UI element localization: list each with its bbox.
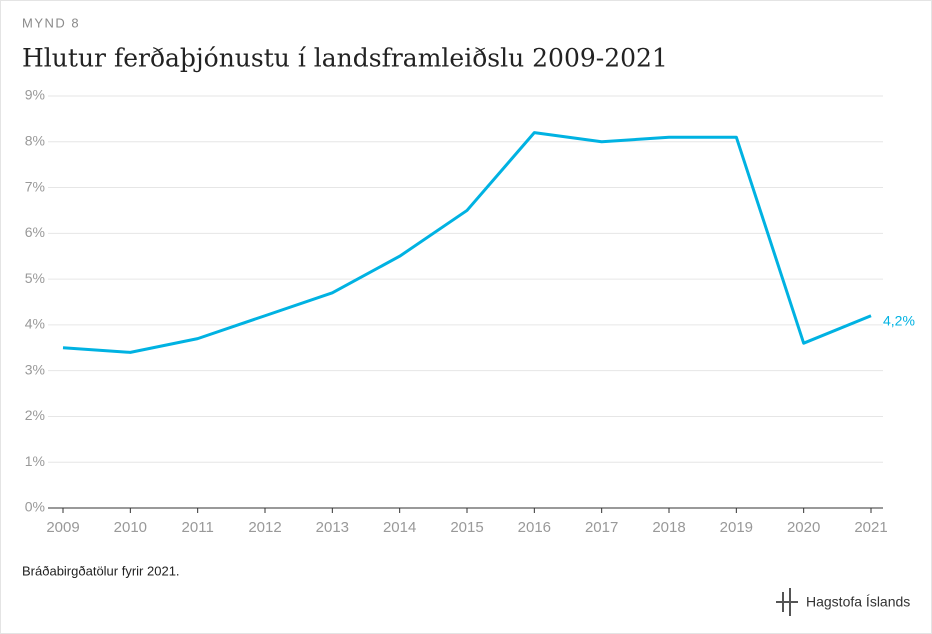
x-tick-label: 2021 (854, 519, 887, 536)
x-tick-label: 2009 (46, 519, 79, 536)
chart-title: Hlutur ferðaþjónustu í landsframleiðslu … (22, 44, 668, 73)
y-tick-label: 6% (25, 224, 45, 240)
x-tick-label: 2017 (585, 519, 618, 536)
y-tick-label: 0% (25, 499, 45, 515)
x-tick-label: 2013 (316, 519, 349, 536)
y-tick-label: 7% (25, 178, 45, 194)
y-tick-label: 4% (25, 316, 45, 332)
figure-label: MYND 8 (22, 15, 80, 30)
note: Bráðabirgðatölur fyrir 2021. (22, 563, 180, 578)
y-tick-label: 1% (25, 453, 45, 469)
x-tick-label: 2018 (652, 519, 685, 536)
x-tick-label: 2012 (248, 519, 281, 536)
y-tick-label: 9% (25, 87, 45, 103)
x-tick-label: 2010 (114, 519, 147, 536)
value-label: 4,2% (883, 312, 915, 328)
x-tick-label: 2014 (383, 519, 416, 536)
line (62, 131, 872, 354)
y-tick-label: 5% (25, 270, 45, 286)
y-tick-label: 2% (25, 407, 45, 423)
y-tick-label: 8% (25, 132, 45, 148)
logo: Hagstofa Íslands (776, 588, 910, 616)
x-tick-label: 2019 (720, 519, 753, 536)
x-tick-label: 2011 (182, 519, 214, 536)
x-tick-label: 2020 (787, 519, 820, 536)
y-tick-label: 3% (25, 361, 45, 377)
source: Hagstofa Íslands (806, 594, 910, 610)
x-tick-label: 2015 (450, 519, 483, 536)
x-tick-label: 2016 (518, 519, 551, 536)
